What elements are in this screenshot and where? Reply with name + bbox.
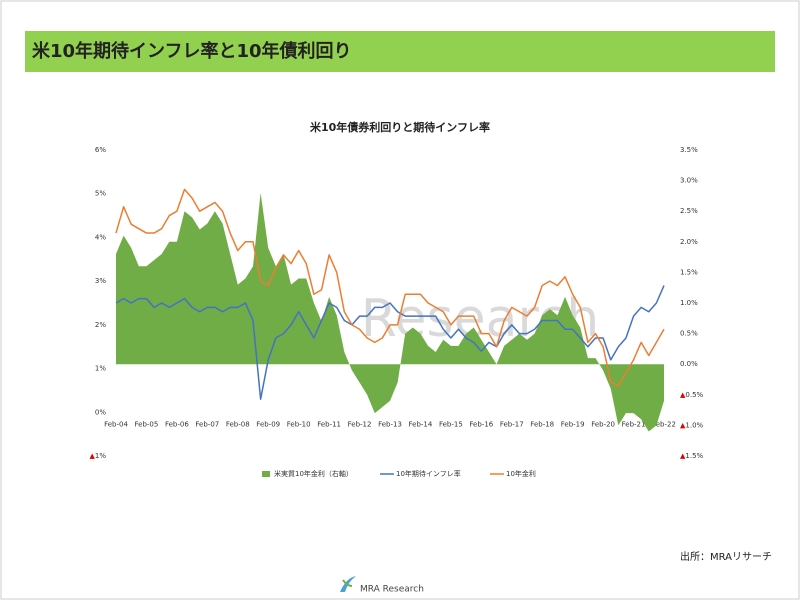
y-tick-label: 3% <box>95 277 106 285</box>
header-title: 米10年期待インフレ率と10年債利回り <box>32 40 352 62</box>
y2-tick-label: 1.5% <box>680 268 698 276</box>
x-tick-label: Feb-15 <box>439 420 463 428</box>
y-tick-label: 0% <box>95 408 106 416</box>
y2-tick-label: 2.5% <box>680 207 698 215</box>
y2-tick-label: ▲1.0% <box>680 421 704 429</box>
y2-tick-label: ▲1.5% <box>680 452 704 460</box>
y-tick-label: 1% <box>95 365 106 373</box>
header-band <box>25 31 775 72</box>
x-tick-label: Feb-16 <box>469 420 493 428</box>
legend-label: 米実質10年金利（右軸） <box>274 469 353 478</box>
y2-tick-label: 3.5% <box>680 146 698 154</box>
legend-label: 10年期待インフレ率 <box>396 469 461 478</box>
x-tick-label: Feb-21 <box>622 420 646 428</box>
source-note: 出所：MRAリサーチ <box>680 550 772 563</box>
legend-label: 10年金利 <box>506 469 536 478</box>
logo-icon-leaf <box>342 579 353 587</box>
y-tick-label: ▲1% <box>90 452 107 460</box>
x-tick-label: Feb-22 <box>652 420 676 428</box>
x-tick-label: Feb-08 <box>226 420 250 428</box>
line-series <box>115 285 665 400</box>
y2-tick-label: 3.0% <box>680 177 698 185</box>
y2-tick-label: 0.0% <box>680 360 698 368</box>
chart-title: 米10年債券利回りと期待インフレ率 <box>309 120 490 134</box>
x-tick-label: Feb-09 <box>256 420 280 428</box>
x-tick-label: Feb-07 <box>195 420 219 428</box>
y-tick-label: 5% <box>95 190 106 198</box>
x-tick-label: Feb-14 <box>409 420 433 428</box>
x-tick-label: Feb-06 <box>165 420 189 428</box>
y-tick-label: 4% <box>95 233 106 241</box>
y2-tick-label: 2.0% <box>680 238 698 246</box>
x-tick-label: Feb-18 <box>530 420 554 428</box>
y2-tick-label: 0.5% <box>680 330 698 338</box>
logo: MRA Research <box>340 576 424 595</box>
legend-swatch <box>262 471 270 477</box>
x-tick-label: Feb-12 <box>348 420 372 428</box>
area-series <box>116 192 664 432</box>
x-tick-label: Feb-10 <box>287 420 311 428</box>
x-tick-label: Feb-05 <box>135 420 159 428</box>
x-tick-label: Feb-17 <box>500 420 524 428</box>
y-tick-label: 2% <box>95 321 106 329</box>
logo-text: MRA Research <box>360 585 424 595</box>
x-tick-label: Feb-13 <box>378 420 402 428</box>
y2-tick-label: ▲0.5% <box>680 391 704 399</box>
x-tick-label: Feb-04 <box>104 420 128 428</box>
line-series <box>115 188 665 387</box>
x-tick-label: Feb-19 <box>561 420 585 428</box>
y2-tick-label: 1.0% <box>680 299 698 307</box>
x-tick-label: Feb-11 <box>317 420 341 428</box>
y-tick-label: 6% <box>95 146 106 154</box>
x-tick-label: Feb-20 <box>591 420 615 428</box>
